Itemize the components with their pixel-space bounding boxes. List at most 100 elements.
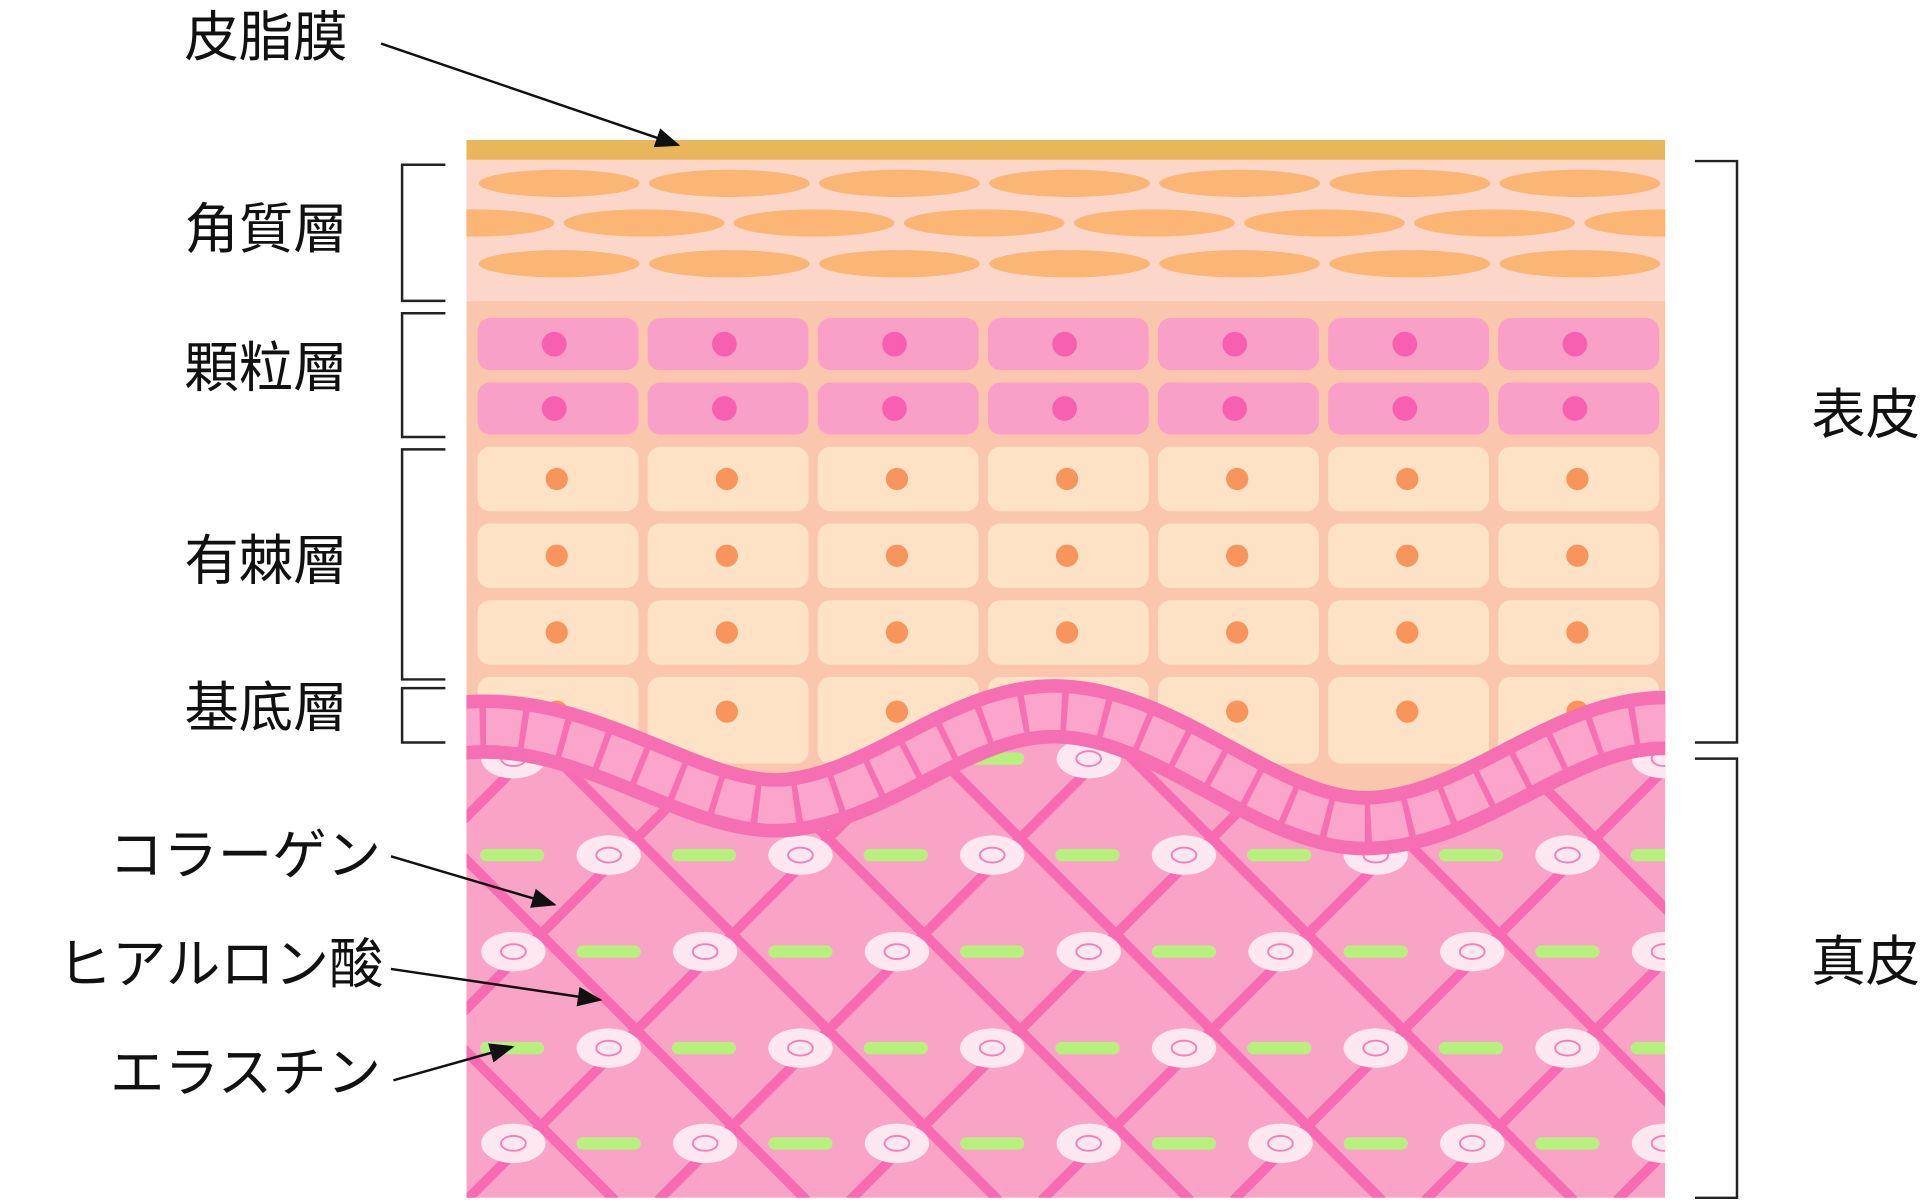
nucleus [1562, 331, 1588, 357]
elastin [576, 945, 641, 958]
nucleus [1226, 700, 1249, 723]
elastin [1919, 945, 1930, 957]
hyaluronic-core [1554, 1039, 1581, 1057]
nucleus [1396, 700, 1419, 723]
elastin [576, 1137, 641, 1150]
hyaluronic-core [691, 1135, 719, 1152]
nucleus [1562, 396, 1588, 421]
nucleus [882, 331, 907, 357]
nucleus [1566, 467, 1589, 491]
elastin [1247, 848, 1312, 862]
hyaluronic-acid [768, 1028, 833, 1068]
nucleus [1396, 544, 1419, 567]
component-label: コラーゲン [109, 823, 381, 887]
corneocyte [1499, 169, 1661, 197]
elastin [960, 1137, 1025, 1150]
nucleus [711, 396, 737, 421]
corneocyte [1243, 209, 1405, 237]
elastin [1151, 945, 1217, 958]
hyaluronic-core [883, 943, 911, 960]
nucleus [715, 544, 738, 567]
corneocyte [648, 169, 810, 197]
hyaluronic-acid [1824, 739, 1888, 779]
collagen [466, 698, 619, 1198]
hyaluronic-acid [768, 835, 833, 875]
hyaluronic-core [1170, 846, 1198, 864]
elastin [671, 848, 737, 862]
collagen [1229, 698, 1666, 1198]
corneocyte [478, 250, 640, 278]
hyaluronic-acid [576, 835, 641, 875]
corneocyte [1499, 250, 1661, 278]
elastin [1630, 1041, 1666, 1055]
nucleus [1055, 621, 1079, 644]
nucleus [545, 467, 568, 491]
hyaluronic-core [1075, 750, 1103, 767]
corneocyte [648, 250, 810, 278]
nucleus [1055, 467, 1079, 491]
hyaluronic-core [1747, 1041, 1772, 1056]
nucleus [1052, 331, 1077, 357]
collagen [0, 668, 40, 1200]
hyaluronic-acid [673, 1123, 738, 1164]
nucleus [1566, 621, 1589, 644]
region-label: 表皮 [1811, 383, 1920, 447]
hyaluronic-acid [673, 931, 738, 972]
hyaluronic-core [1843, 1136, 1868, 1151]
nucleus [715, 467, 738, 491]
hyaluronic-acid [1056, 1123, 1121, 1164]
hyaluronic-acid [385, 1028, 449, 1068]
elastin [1343, 945, 1408, 958]
hyaluronic-acid [1248, 1123, 1313, 1164]
corneocyte [563, 209, 725, 237]
hyaluronic-core [1747, 848, 1772, 863]
corneocyte [1159, 169, 1321, 197]
nucleus [711, 331, 737, 357]
hyaluronic-acid [576, 1028, 641, 1068]
corneocyte [989, 250, 1150, 278]
hyaluronic-acid [1919, 835, 1930, 875]
hyaluronic-acid [385, 835, 449, 875]
elastin [385, 752, 449, 764]
nucleus [1396, 467, 1419, 491]
nucleus [1392, 331, 1418, 357]
elastin [1151, 1137, 1217, 1150]
hyaluronic-acid [864, 1123, 930, 1164]
hyaluronic-acid [1151, 1028, 1217, 1068]
elastin [1535, 945, 1600, 958]
corneocyte [819, 250, 980, 278]
collagen [1421, 698, 1666, 1198]
hyaluronic-core [1075, 943, 1103, 960]
hyaluronic-acid [1343, 1028, 1408, 1068]
nucleus [882, 396, 907, 421]
elastin [863, 1041, 928, 1055]
hyaluronic-core [1362, 1039, 1390, 1057]
corneocyte [478, 169, 640, 197]
elastin [1630, 848, 1666, 862]
hyaluronic-core [1458, 1135, 1486, 1152]
hyaluronic-acid [1919, 1028, 1930, 1068]
nucleus [1392, 396, 1418, 421]
hyaluronic-acid [960, 1028, 1025, 1068]
corneocyte [1584, 209, 1666, 237]
component-label: ヒアルロン酸 [58, 932, 384, 996]
corneocyte [819, 169, 980, 197]
hyaluronic-acid [1535, 835, 1600, 875]
nucleus [1566, 544, 1589, 567]
hyaluronic-core [1458, 943, 1486, 960]
hyaluronic-core [500, 1135, 527, 1152]
layer-label: 皮脂膜 [184, 5, 347, 69]
hyaluronic-core [1843, 751, 1868, 766]
region-label: 真皮 [1811, 929, 1920, 993]
elastin [960, 945, 1025, 958]
layer-label: 顆粒層 [184, 336, 347, 400]
elastin [1438, 1041, 1504, 1055]
elastin [1919, 752, 1930, 764]
nucleus [885, 467, 909, 491]
nucleus [1222, 396, 1248, 421]
elastin [1535, 1137, 1600, 1150]
elastin [1438, 848, 1504, 862]
hyaluronic-acid [1248, 931, 1313, 972]
nucleus [541, 396, 567, 421]
elastin [1919, 1137, 1930, 1149]
